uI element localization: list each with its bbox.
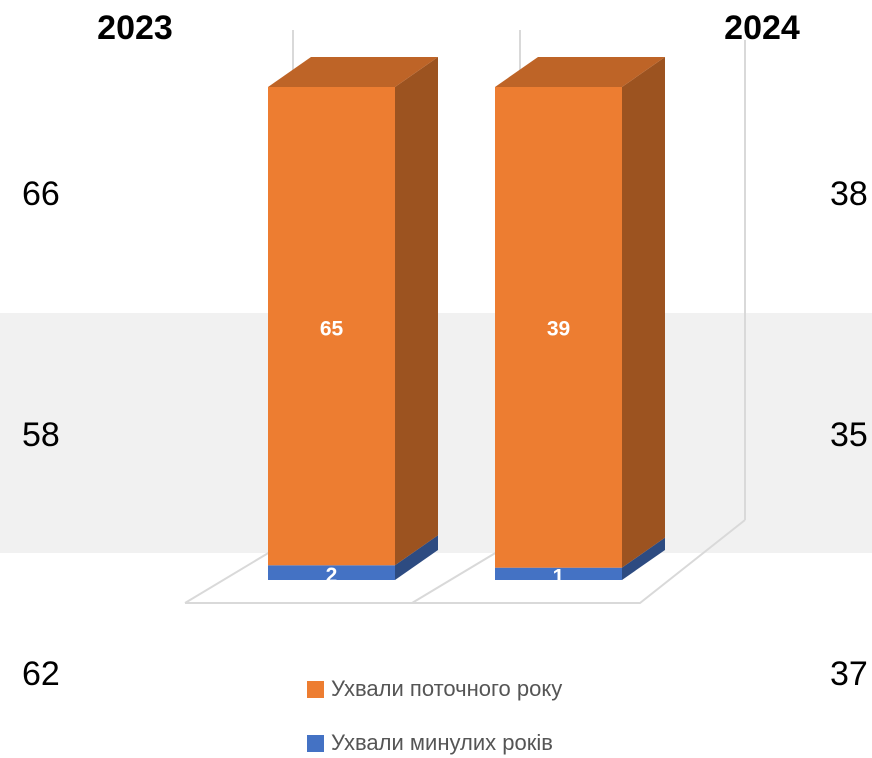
table-cell: 58: [22, 416, 60, 454]
bar: [495, 87, 622, 568]
table-cell: 37: [830, 655, 868, 693]
bar-side: [622, 57, 665, 568]
legend-label: Ухвали минулих років: [331, 730, 553, 755]
data-label: 39: [547, 318, 570, 341]
bar-top: [268, 57, 438, 87]
bar-side: [395, 535, 438, 580]
column-header: 2024: [724, 9, 800, 47]
bar: [268, 87, 395, 566]
data-label: 65: [320, 318, 344, 341]
bar: [268, 565, 395, 580]
table-cell: 38: [830, 175, 868, 213]
data-label: 1: [553, 565, 565, 588]
bar-side: [395, 57, 438, 566]
table-cell: 35: [830, 416, 868, 454]
legend-label: Ухвали поточного року: [331, 676, 562, 701]
data-label: 2: [326, 564, 338, 587]
bar-side: [622, 537, 665, 580]
table-cell: 62: [22, 655, 60, 693]
legend-swatch: [307, 681, 324, 698]
table-cell: 66: [22, 175, 60, 213]
legend-swatch: [307, 735, 324, 752]
bar: [495, 567, 622, 580]
column-header: 2023: [97, 9, 173, 47]
bar-top: [495, 57, 665, 87]
